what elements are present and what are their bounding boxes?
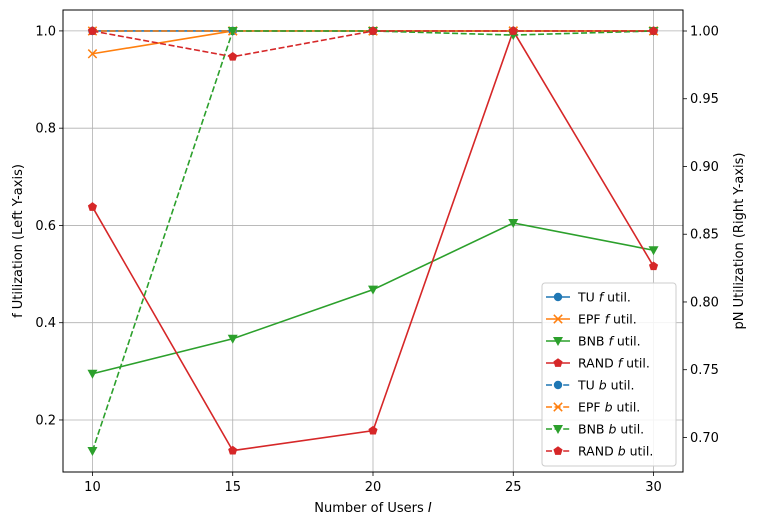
legend-swatch-marker [553, 446, 563, 455]
data-point [87, 447, 98, 456]
right-y-tick-label: 0.70 [690, 431, 719, 446]
series-2 [87, 219, 659, 379]
x-tick-label: 15 [224, 480, 241, 495]
right-y-tick-label: 0.95 [690, 92, 719, 107]
right-y-tick-label: 1.00 [690, 25, 719, 40]
x-axis-title-text: Number of Users [314, 501, 428, 516]
legend-swatch-marker [553, 425, 563, 434]
x-axis-title-var: I [428, 501, 432, 516]
left-y-axis-title: f Utilization (Left Y-axis) [11, 164, 26, 318]
x-tick-label: 20 [365, 480, 382, 495]
data-point [87, 369, 98, 379]
data-point [228, 51, 238, 61]
series-7 [87, 26, 659, 61]
right-y-tick-label: 0.85 [690, 228, 719, 243]
data-point [87, 49, 98, 59]
x-tick-label: 25 [505, 480, 522, 495]
legend-label: BNB f util. [578, 334, 641, 349]
left-y-tick-label: 0.8 [35, 122, 56, 137]
data-point [227, 334, 238, 344]
x-axis-title: Number of Users I [314, 501, 432, 516]
legend-label: EPF f util. [578, 312, 637, 327]
right-y-tick-label: 0.90 [690, 160, 719, 175]
legend-label: TU f util. [577, 290, 631, 305]
legend-swatch-marker [553, 314, 563, 324]
data-point [228, 445, 238, 455]
left-y-tick-label: 1.0 [35, 24, 56, 39]
data-point [368, 425, 378, 435]
left-y-tick-label: 0.2 [35, 413, 56, 428]
axis-ticks: 10 15 20 25 30 0.2 0.4 0.6 0.8 1.0 0.70 0.75 0.80 0.8… [35, 24, 719, 495]
data-point [648, 246, 659, 256]
right-y-axis-title: pN Utilization (Right Y-axis) [732, 152, 747, 329]
legend-swatch-marker [553, 292, 563, 302]
legend-swatch-marker [553, 358, 563, 367]
legend-item: BNB b util. [546, 422, 644, 437]
data-point [368, 26, 378, 35]
right-y-tick-label: 0.75 [690, 363, 719, 378]
x-tick-label: 30 [645, 480, 662, 495]
series-line [91, 30, 654, 452]
legend-item: TU b util. [546, 378, 634, 393]
plot-series [87, 26, 659, 456]
left-y-tick-label: 0.6 [35, 219, 56, 234]
legend-label: TU b util. [577, 378, 634, 393]
legend-box [541, 282, 677, 467]
x-tick-label: 10 [84, 480, 101, 495]
legend-item: EPF b util. [546, 400, 640, 415]
data-point [87, 202, 98, 211]
data-point [87, 26, 98, 35]
data-point [648, 261, 659, 271]
legend-label: RAND b util. [578, 444, 653, 459]
legend-item: TU f util. [546, 290, 631, 305]
legend-item: RAND b util. [546, 444, 653, 459]
legend-swatch-marker [553, 337, 563, 346]
right-y-tick-label: 0.80 [690, 295, 719, 310]
data-point [368, 285, 378, 295]
legend-label: BNB b util. [578, 422, 644, 437]
legend: TU f util. EPF f util. BNB f util. RAND f u… [541, 282, 677, 467]
data-point [648, 26, 659, 35]
legend-label: EPF b util. [578, 400, 640, 415]
data-point [508, 219, 519, 229]
data-point [508, 26, 518, 35]
legend-swatch-marker [553, 402, 563, 412]
left-y-tick-label: 0.4 [35, 316, 56, 331]
legend-label: RAND f util. [578, 356, 650, 371]
legend-item: BNB f util. [546, 334, 641, 349]
data-point [227, 27, 238, 36]
legend-item: EPF f util. [546, 312, 637, 327]
legend-item: RAND f util. [546, 356, 650, 371]
legend-swatch-marker [553, 380, 563, 390]
